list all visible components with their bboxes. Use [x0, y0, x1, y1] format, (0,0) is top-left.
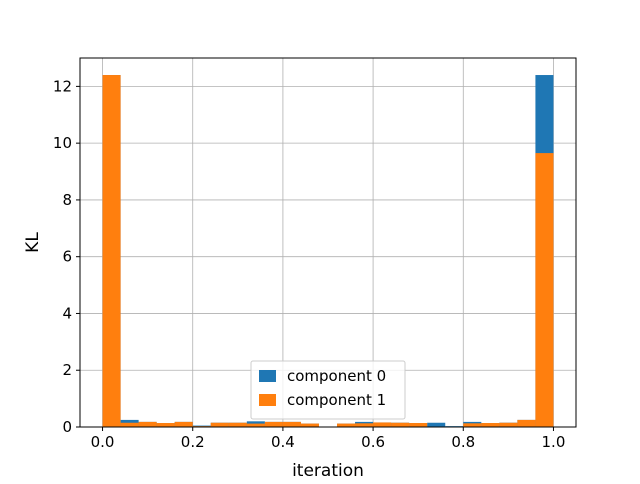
bars — [102, 75, 554, 428]
bar-component-1 — [463, 423, 482, 427]
bar-component-1 — [210, 422, 229, 427]
bar-component-1 — [517, 419, 536, 427]
y-tick-label: 6 — [62, 248, 72, 266]
bar-component-1 — [156, 423, 175, 427]
legend: component 0 component 1 — [250, 360, 406, 420]
bar-component-1 — [102, 75, 121, 428]
bar-component-1 — [300, 423, 319, 427]
bar-component-1 — [120, 422, 139, 427]
legend-box — [250, 360, 406, 420]
x-axis-label: iteration — [292, 461, 364, 480]
y-tick-label: 4 — [62, 304, 72, 322]
bar-component-1 — [264, 421, 283, 427]
bar-component-1 — [391, 422, 410, 427]
bar-component-1 — [228, 422, 247, 427]
legend-label-component-0: component 0 — [287, 367, 386, 385]
bar-component-1 — [246, 423, 265, 427]
bar-component-1 — [337, 423, 356, 427]
bar-component-1 — [373, 422, 392, 427]
bar-component-1 — [481, 423, 500, 427]
x-tick-label: 0.0 — [91, 433, 115, 451]
plot-area-frame — [79, 57, 577, 428]
bar-component-0 — [427, 422, 446, 427]
y-axis-label: KL — [23, 232, 43, 253]
y-tick-label: 12 — [53, 77, 72, 95]
y-tick-label: 2 — [62, 361, 72, 379]
x-tick-label: 0.6 — [361, 433, 385, 451]
bar-component-1 — [499, 422, 518, 427]
y-tick-label: 8 — [62, 191, 72, 209]
x-tick-label: 0.8 — [451, 433, 475, 451]
x-tick-label: 1.0 — [542, 433, 566, 451]
x-tick-label: 0.4 — [271, 433, 295, 451]
bar-component-1 — [535, 153, 554, 428]
bar-component-1 — [174, 421, 193, 427]
y-tick-label: 0 — [62, 418, 72, 436]
bar-component-1 — [355, 423, 374, 427]
legend-label-component-1: component 1 — [287, 391, 386, 409]
bar-component-1 — [409, 423, 428, 427]
y-tick-label: 10 — [53, 134, 72, 152]
axis-ticks: 0.0 0.2 0.4 0.6 0.8 1.0 0 2 4 6 8 10 12 — [53, 77, 565, 451]
x-tick-label: 0.2 — [181, 433, 205, 451]
bar-component-1 — [138, 421, 157, 427]
bar-component-1 — [282, 421, 301, 427]
legend-swatch-component-1 — [259, 394, 276, 406]
legend-swatch-component-0 — [259, 370, 276, 382]
